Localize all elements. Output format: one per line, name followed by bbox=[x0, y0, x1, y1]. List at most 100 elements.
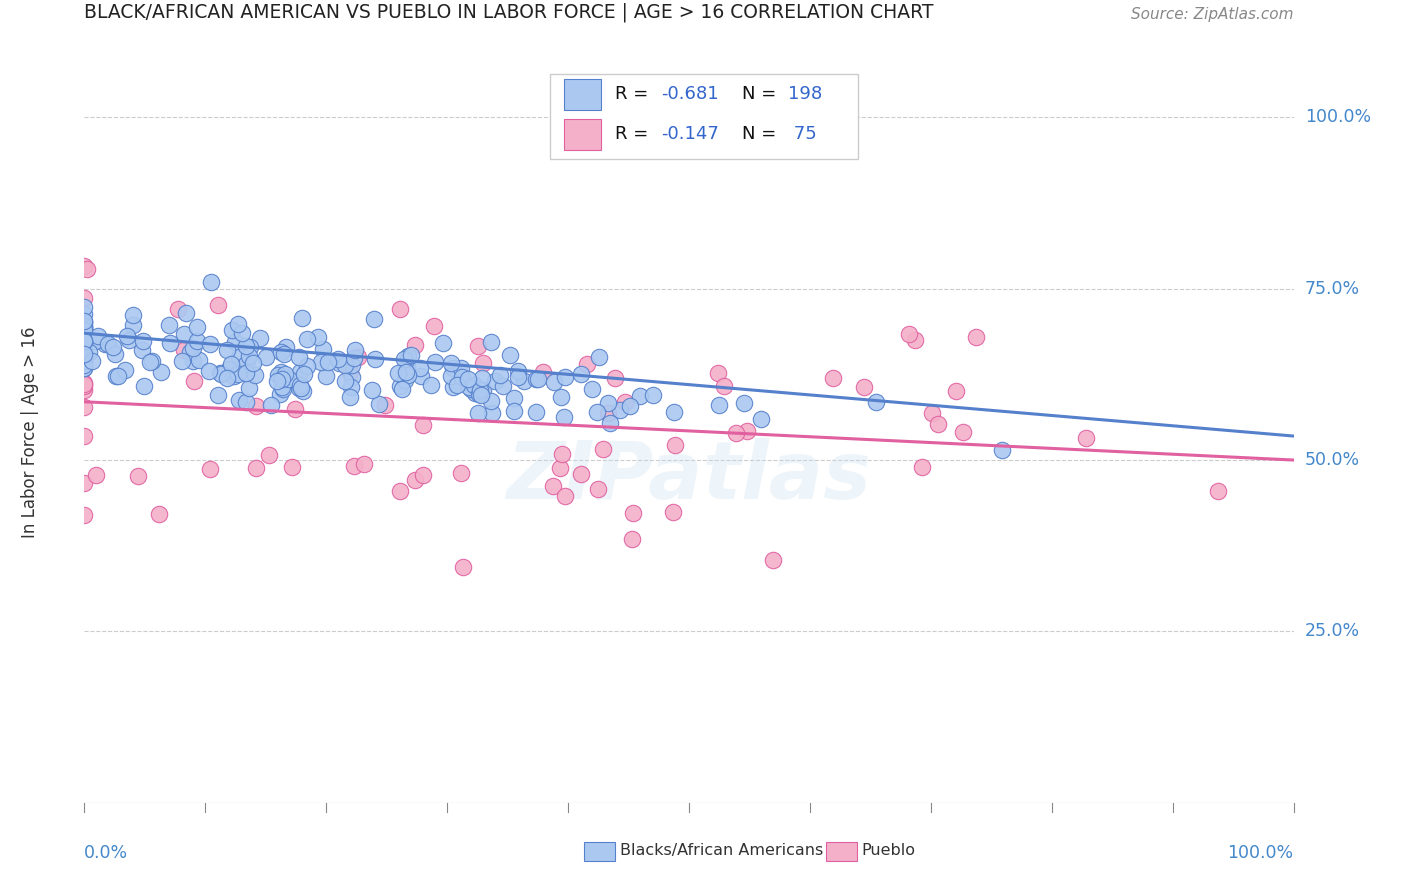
Point bbox=[550, 461, 572, 475]
FancyBboxPatch shape bbox=[550, 73, 858, 159]
Text: N =: N = bbox=[742, 125, 782, 144]
Point bbox=[503, 403, 526, 417]
Text: In Labor Force | Age > 16: In Labor Force | Age > 16 bbox=[21, 326, 39, 539]
Point bbox=[761, 553, 783, 567]
Point bbox=[73, 324, 96, 338]
Point bbox=[73, 321, 96, 335]
Point bbox=[73, 354, 96, 368]
Point bbox=[432, 335, 454, 350]
Point bbox=[467, 406, 489, 420]
Point bbox=[224, 334, 246, 349]
Point bbox=[394, 373, 416, 387]
Point bbox=[170, 354, 193, 368]
Point bbox=[315, 368, 337, 383]
Point bbox=[219, 357, 242, 371]
Point bbox=[328, 356, 350, 370]
Point bbox=[260, 398, 283, 412]
Point bbox=[245, 368, 267, 383]
Text: ZIPatlas: ZIPatlas bbox=[506, 438, 872, 516]
Point bbox=[73, 323, 96, 337]
Point bbox=[249, 330, 271, 344]
Point bbox=[73, 318, 96, 333]
Point bbox=[73, 323, 96, 337]
Point bbox=[368, 397, 391, 411]
Point bbox=[423, 319, 446, 334]
Point bbox=[295, 332, 318, 346]
Point bbox=[821, 371, 844, 385]
Point bbox=[927, 417, 949, 431]
FancyBboxPatch shape bbox=[583, 842, 616, 862]
Point bbox=[148, 507, 170, 521]
Point bbox=[363, 312, 385, 326]
Point bbox=[551, 447, 574, 461]
Point bbox=[159, 336, 181, 351]
Point bbox=[553, 410, 575, 425]
Point bbox=[569, 467, 592, 481]
Point bbox=[77, 344, 100, 359]
Point bbox=[396, 359, 419, 373]
Point bbox=[374, 398, 396, 412]
Point bbox=[853, 379, 876, 393]
Point bbox=[586, 482, 609, 496]
Point bbox=[945, 384, 967, 398]
Point bbox=[73, 347, 96, 361]
Point bbox=[73, 379, 96, 393]
Point bbox=[340, 380, 363, 394]
Point bbox=[281, 459, 304, 474]
Point bbox=[347, 350, 370, 364]
Point bbox=[479, 393, 502, 408]
Point bbox=[353, 457, 375, 471]
Point bbox=[588, 350, 610, 364]
Point bbox=[97, 337, 120, 351]
Point bbox=[526, 371, 548, 385]
Point bbox=[904, 333, 927, 347]
Point bbox=[513, 374, 536, 388]
Point bbox=[228, 393, 250, 408]
Text: Source: ZipAtlas.com: Source: ZipAtlas.com bbox=[1130, 7, 1294, 21]
Point bbox=[131, 334, 153, 349]
Point bbox=[581, 382, 603, 396]
Point bbox=[127, 469, 149, 483]
Point bbox=[333, 374, 356, 388]
Point bbox=[468, 383, 491, 397]
Point bbox=[952, 425, 974, 439]
Text: 100.0%: 100.0% bbox=[1305, 108, 1371, 127]
Point bbox=[173, 343, 195, 358]
Point bbox=[73, 429, 96, 443]
Point bbox=[131, 343, 153, 357]
Point bbox=[481, 406, 503, 420]
Point bbox=[288, 351, 311, 365]
Point bbox=[73, 307, 96, 321]
Point bbox=[641, 387, 664, 401]
Point bbox=[257, 449, 280, 463]
Point bbox=[73, 358, 96, 372]
Point bbox=[389, 378, 412, 392]
Point bbox=[73, 350, 96, 364]
Point bbox=[550, 390, 572, 404]
Point bbox=[707, 367, 730, 381]
Point bbox=[457, 372, 479, 386]
Point bbox=[541, 479, 564, 493]
Point bbox=[619, 399, 641, 413]
Point bbox=[1206, 483, 1229, 498]
Point bbox=[73, 354, 96, 368]
Point bbox=[524, 405, 547, 419]
Point bbox=[73, 315, 96, 329]
Point bbox=[235, 339, 257, 353]
Point bbox=[150, 365, 173, 379]
Point bbox=[328, 351, 350, 366]
Point bbox=[292, 384, 315, 398]
Point bbox=[73, 352, 96, 367]
Point bbox=[224, 368, 246, 383]
Point bbox=[409, 368, 432, 383]
Point bbox=[363, 351, 385, 366]
Point bbox=[392, 352, 415, 367]
Point bbox=[339, 390, 361, 404]
Point bbox=[167, 301, 190, 316]
Point bbox=[340, 358, 363, 372]
Point bbox=[73, 300, 96, 314]
Point bbox=[554, 489, 576, 503]
Point bbox=[274, 367, 297, 381]
Point bbox=[713, 379, 735, 393]
Point bbox=[340, 369, 363, 384]
